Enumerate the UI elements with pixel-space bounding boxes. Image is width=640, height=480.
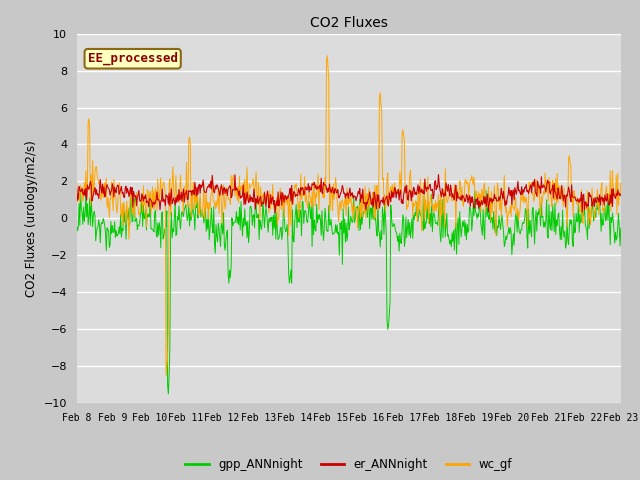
Legend: gpp_ANNnight, er_ANNnight, wc_gf: gpp_ANNnight, er_ANNnight, wc_gf — [180, 454, 517, 476]
Title: CO2 Fluxes: CO2 Fluxes — [310, 16, 388, 30]
Y-axis label: CO2 Fluxes (urology/m2/s): CO2 Fluxes (urology/m2/s) — [25, 140, 38, 297]
Text: EE_processed: EE_processed — [88, 52, 178, 65]
